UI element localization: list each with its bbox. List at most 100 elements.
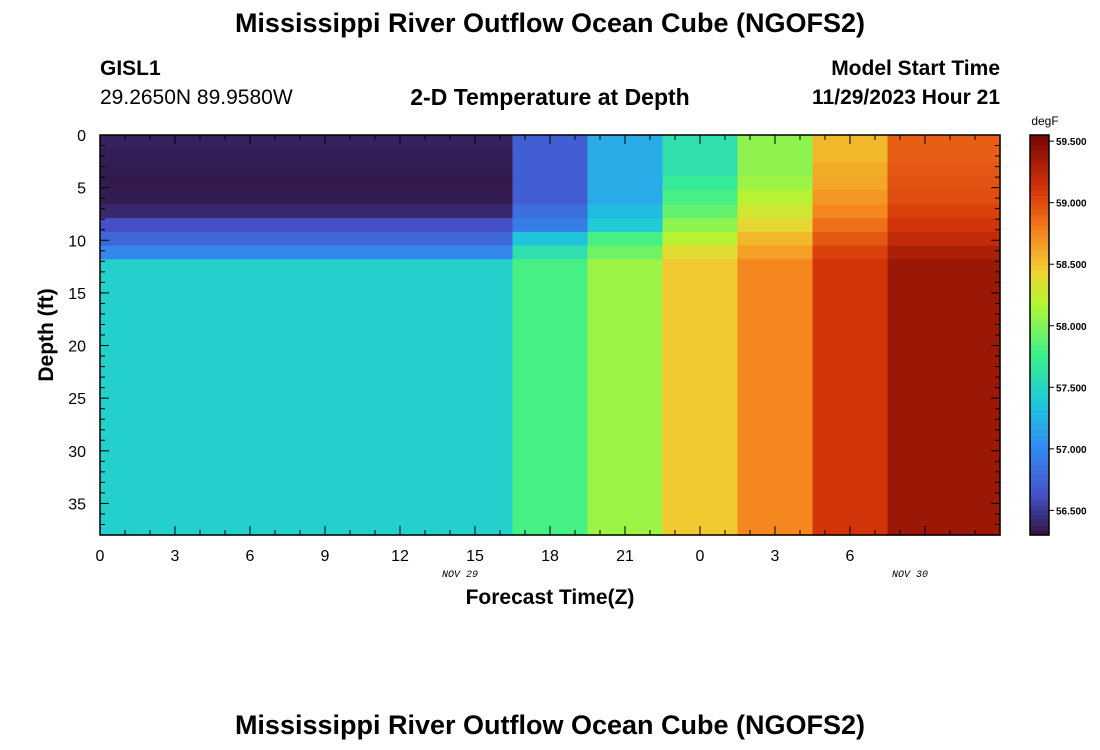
heatmap-cell — [362, 218, 439, 233]
colorbar-segment — [1030, 280, 1049, 286]
heatmap-cell — [362, 204, 439, 219]
heatmap-cell — [512, 162, 589, 177]
heatmap-cell — [737, 162, 814, 177]
colorbar-tick-label: 59.000 — [1056, 199, 1087, 210]
heatmap-cell — [887, 176, 1001, 191]
heatmap-cell — [512, 148, 589, 163]
colorbar-segment — [1030, 295, 1049, 301]
heatmap-cell — [887, 148, 1001, 163]
heatmap-cell — [662, 231, 739, 247]
colorbar-segment — [1030, 420, 1049, 426]
colorbar-segment — [1030, 265, 1049, 271]
heatmap-cell — [662, 259, 739, 536]
colorbar-segment — [1030, 285, 1049, 291]
heatmap-cell — [137, 259, 214, 536]
colorbar-segment — [1030, 450, 1049, 456]
colorbar-segment — [1030, 220, 1049, 226]
colorbar-segment — [1030, 400, 1049, 406]
heatmap-cell — [737, 245, 814, 260]
heatmap-cell — [137, 218, 214, 233]
colorbar-segment — [1030, 370, 1049, 376]
colorbar-segment — [1030, 340, 1049, 346]
colorbar-segment — [1030, 430, 1049, 436]
heatmap-cell — [437, 148, 514, 163]
heatmap-cell — [812, 189, 889, 206]
colorbar-segment — [1030, 520, 1049, 526]
colorbar-segment — [1030, 190, 1049, 196]
heatmap-cell — [512, 176, 589, 191]
colorbar-tick-label: 57.000 — [1056, 445, 1087, 456]
colorbar-segment — [1030, 390, 1049, 396]
heatmap-cell — [100, 231, 139, 247]
x-tick-label: 3 — [771, 548, 780, 565]
heatmap-cell — [587, 162, 664, 177]
x-tick-label: 18 — [541, 548, 559, 565]
heatmap-cell — [287, 148, 364, 163]
heatmap-cell — [137, 162, 214, 177]
heatmap-cell — [362, 189, 439, 206]
bottom-title: Mississippi River Outflow Ocean Cube (NG… — [234, 710, 866, 740]
heatmap-cell — [587, 189, 664, 206]
heatmap-cell — [662, 245, 739, 260]
colorbar-segment — [1030, 315, 1049, 321]
heatmap-cell — [512, 231, 589, 247]
heatmap-cell — [512, 245, 589, 260]
x-tick-label: 6 — [246, 548, 255, 565]
heatmap-cell — [737, 231, 814, 247]
heatmap-cell — [887, 162, 1001, 177]
colorbar-segment — [1030, 415, 1049, 421]
heatmap-cell — [737, 148, 814, 163]
colorbar-segment — [1030, 255, 1049, 261]
heatmap-cell — [212, 176, 289, 191]
colorbar-segment — [1030, 230, 1049, 236]
heatmap-cell — [437, 204, 514, 219]
x-tick-label: 21 — [616, 548, 634, 565]
heatmap-cell — [512, 259, 589, 536]
y-tick-label: 35 — [68, 496, 86, 513]
colorbar-segment — [1030, 205, 1049, 211]
heatmap-cell — [512, 189, 589, 206]
y-tick-label: 5 — [77, 181, 86, 198]
heatmap-cell — [662, 218, 739, 233]
colorbar-segment — [1030, 495, 1049, 501]
colorbar-segment — [1030, 225, 1049, 231]
colorbar-segment — [1030, 445, 1049, 451]
colorbar-segment — [1030, 395, 1049, 401]
heatmap-cell — [212, 259, 289, 536]
heatmap-cell — [662, 204, 739, 219]
heatmap-cell — [137, 189, 214, 206]
y-tick-label: 15 — [68, 286, 86, 303]
heatmap-cell — [287, 245, 364, 260]
colorbar-segment — [1030, 160, 1049, 166]
x-tick-label: 0 — [96, 548, 105, 565]
colorbar-segment — [1030, 290, 1049, 296]
page-title: Mississippi River Outflow Ocean Cube (NG… — [234, 8, 866, 38]
heatmap-cell — [212, 162, 289, 177]
heatmap-cell — [812, 148, 889, 163]
colorbar-segment — [1030, 155, 1049, 161]
colorbar-segment — [1030, 345, 1049, 351]
colorbar-segment — [1030, 485, 1049, 491]
heatmap-cell — [100, 204, 139, 219]
colorbar-segment — [1030, 365, 1049, 371]
colorbar-segment — [1030, 145, 1049, 151]
heatmap-cell — [437, 259, 514, 536]
x-axis-title: Forecast Time(Z) — [466, 586, 635, 609]
heatmap-cell — [287, 189, 364, 206]
heatmap-cell — [737, 259, 814, 536]
heatmap-cell — [437, 176, 514, 191]
heatmap-cell — [887, 259, 1001, 536]
colorbar-segment — [1030, 515, 1049, 521]
heatmap-cell — [812, 259, 889, 536]
heatmap-cell — [737, 176, 814, 191]
colorbar-segment — [1030, 140, 1049, 146]
x-tick-label: 0 — [696, 548, 705, 565]
heatmap-cell — [437, 162, 514, 177]
heatmap-cell — [737, 218, 814, 233]
x-tick-label: 3 — [171, 548, 180, 565]
heatmap-cell — [812, 162, 889, 177]
heatmap-cell — [587, 259, 664, 536]
colorbar-segment — [1030, 310, 1049, 316]
colorbar-segment — [1030, 500, 1049, 506]
colorbar-segment — [1030, 505, 1049, 511]
